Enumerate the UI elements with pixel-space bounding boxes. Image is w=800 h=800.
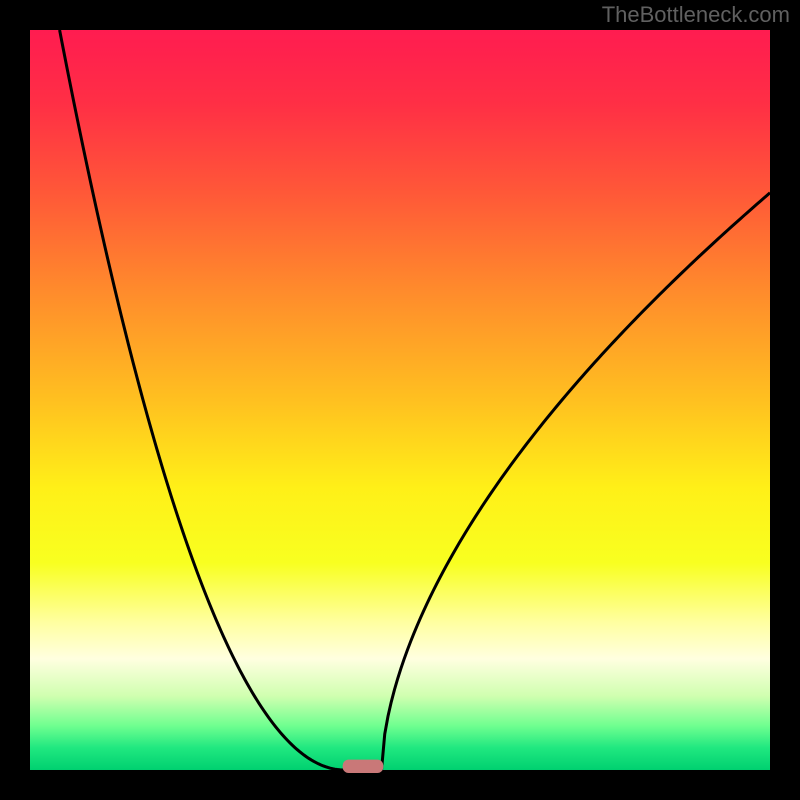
bottleneck-chart (0, 0, 800, 800)
watermark-text: TheBottleneck.com (602, 2, 790, 28)
bottleneck-marker (343, 760, 384, 773)
plot-background (30, 30, 770, 770)
chart-container: TheBottleneck.com (0, 0, 800, 800)
